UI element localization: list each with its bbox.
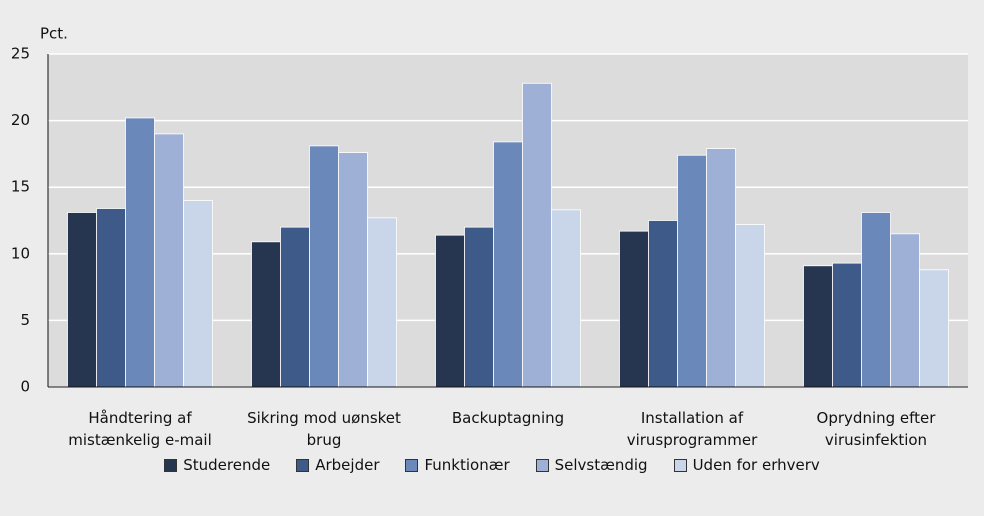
legend-label: Uden for erhverv bbox=[692, 456, 820, 474]
legend-swatch bbox=[535, 458, 549, 472]
legend-item: Selvstændig bbox=[535, 456, 648, 474]
bar bbox=[96, 208, 126, 388]
bar bbox=[67, 212, 97, 388]
legend-label: Arbejder bbox=[315, 456, 380, 474]
legend: Studerende Arbejder Funktionær Selvstændig U… bbox=[0, 456, 984, 474]
bar bbox=[183, 200, 213, 388]
legend-item: Uden for erhverv bbox=[673, 456, 820, 474]
x-tick-label: Håndtering af mistænkelig e-mail bbox=[68, 409, 212, 449]
y-tick-label: 20 bbox=[11, 111, 30, 129]
legend-swatch bbox=[405, 458, 419, 472]
y-tick-label: 10 bbox=[11, 244, 30, 262]
bar bbox=[154, 133, 184, 388]
bar bbox=[803, 265, 833, 388]
legend-swatch bbox=[673, 458, 687, 472]
y-axis-label: Pct. bbox=[40, 25, 68, 43]
bar bbox=[648, 220, 678, 388]
bar bbox=[551, 209, 581, 388]
bar bbox=[493, 141, 523, 388]
bar bbox=[919, 269, 949, 388]
bar bbox=[338, 152, 368, 388]
bar bbox=[367, 217, 397, 388]
bar bbox=[522, 82, 552, 388]
y-tick-label: 25 bbox=[11, 45, 30, 63]
bar bbox=[464, 226, 494, 388]
y-tick-label: 15 bbox=[11, 178, 30, 196]
legend-swatch bbox=[164, 458, 178, 472]
x-tick-label: Oprydning efter virusinfektion bbox=[816, 409, 936, 449]
bar bbox=[677, 154, 707, 388]
bar bbox=[735, 224, 765, 388]
bar bbox=[309, 145, 339, 388]
bar bbox=[280, 226, 310, 388]
legend-swatch bbox=[296, 458, 310, 472]
x-tick-label: Installation af virusprogrammer bbox=[626, 409, 758, 449]
bar bbox=[435, 234, 465, 388]
legend-label: Funktionær bbox=[424, 456, 510, 474]
bar bbox=[861, 212, 891, 388]
bar bbox=[251, 241, 281, 388]
legend-item: Funktionær bbox=[405, 456, 510, 474]
bar bbox=[125, 117, 155, 388]
x-tick-label: Sikring mod uønsket brug bbox=[247, 409, 401, 449]
y-tick-label: 5 bbox=[20, 311, 30, 329]
bar bbox=[706, 148, 736, 388]
y-tick-label: 0 bbox=[20, 378, 30, 396]
x-tick-label: Backuptagning bbox=[451, 409, 565, 427]
legend-label: Studerende bbox=[183, 456, 271, 474]
legend-label: Selvstændig bbox=[554, 456, 648, 474]
legend-item: Studerende bbox=[164, 456, 270, 474]
bar bbox=[619, 230, 649, 388]
legend-item: Arbejder bbox=[296, 456, 379, 474]
bar bbox=[890, 233, 920, 388]
bar bbox=[832, 262, 862, 388]
